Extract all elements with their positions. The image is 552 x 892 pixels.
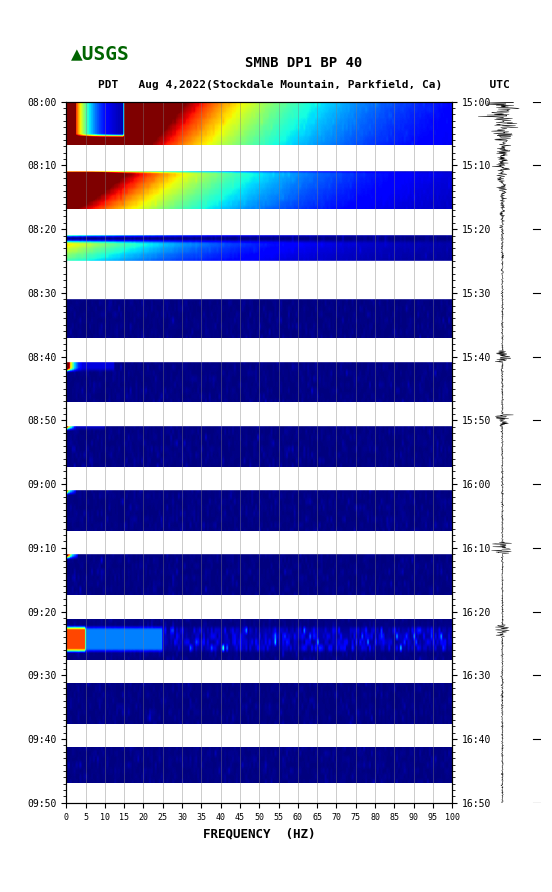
Text: ▲USGS: ▲USGS bbox=[71, 45, 130, 63]
Bar bbox=[66, 479, 452, 489]
Bar bbox=[66, 607, 452, 616]
Bar bbox=[66, 161, 452, 170]
Bar bbox=[66, 798, 452, 807]
Bar bbox=[66, 288, 452, 298]
Text: SMNB DP1 BP 40: SMNB DP1 BP 40 bbox=[245, 56, 362, 70]
Bar bbox=[66, 734, 452, 744]
Bar bbox=[66, 352, 452, 361]
Bar bbox=[66, 543, 452, 552]
Bar bbox=[66, 416, 452, 425]
Bar bbox=[66, 225, 452, 234]
X-axis label: FREQUENCY  (HZ): FREQUENCY (HZ) bbox=[203, 827, 315, 840]
Text: PDT   Aug 4,2022(Stockdale Mountain, Parkfield, Ca)       UTC: PDT Aug 4,2022(Stockdale Mountain, Parkf… bbox=[98, 79, 509, 89]
Bar bbox=[66, 671, 452, 680]
Bar bbox=[66, 261, 452, 287]
